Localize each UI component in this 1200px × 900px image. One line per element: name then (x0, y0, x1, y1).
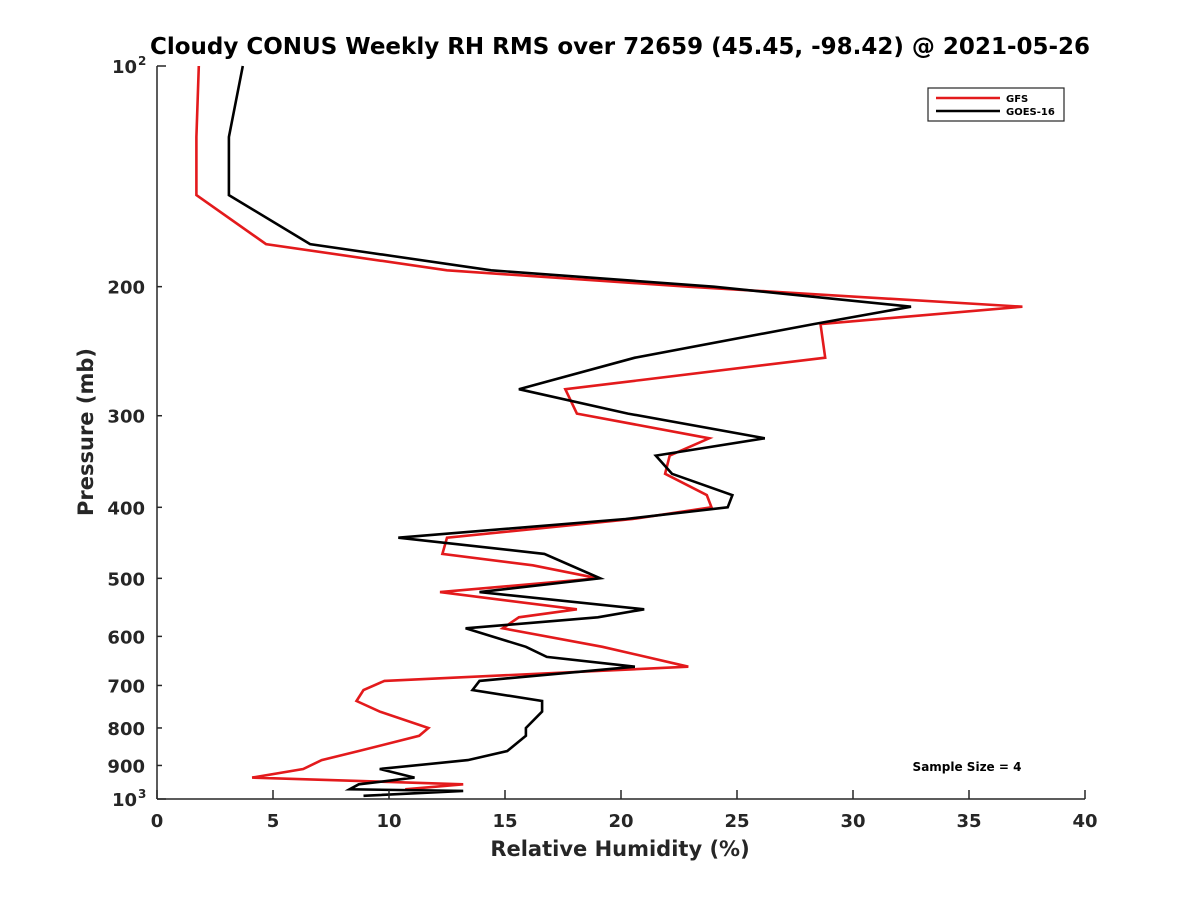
y-tick-label: 300 (107, 407, 145, 428)
x-tick-label: 35 (956, 811, 981, 832)
series-line-gfs (195, 65, 1023, 791)
legend: GFS GOES-16 (927, 87, 1065, 122)
x-tick-label: 40 (1072, 811, 1097, 832)
y-tick-label: 800 (107, 719, 145, 740)
x-tick-label: 25 (724, 811, 749, 832)
y-tick-label: 10 (112, 790, 137, 811)
y-tick-label: 10 (112, 57, 137, 78)
series-line-goes-16 (227, 65, 912, 798)
x-tick-label: 5 (267, 811, 280, 832)
sample-size-annotation: Sample Size = 4 (913, 760, 1022, 774)
y-axis-label: Pressure (mb) (74, 348, 98, 516)
y-tick-label: 600 (107, 627, 145, 648)
chart-title: Cloudy CONUS Weekly RH RMS over 72659 (4… (150, 34, 1090, 60)
y-tick-label: 500 (107, 569, 145, 590)
x-tick-label: 20 (608, 811, 633, 832)
series-layer (195, 65, 1023, 798)
x-tick-label: 15 (492, 811, 517, 832)
x-tick-label: 0 (151, 811, 164, 832)
y-tick-label: 900 (107, 756, 145, 777)
y-tick-label: 700 (107, 676, 145, 697)
x-axis-label: Relative Humidity (%) (490, 837, 749, 861)
y-tick-label: 400 (107, 498, 145, 519)
y-tick-label-exponent: 2 (138, 54, 146, 68)
x-tick-label: 10 (376, 811, 401, 832)
y-tick-label-exponent: 3 (138, 787, 146, 801)
legend-entry-label: GOES-16 (1006, 107, 1055, 118)
y-tick-label: 200 (107, 278, 145, 299)
legend-box (927, 87, 1065, 122)
legend-entry-label: GFS (1006, 94, 1028, 105)
x-tick-label: 30 (840, 811, 865, 832)
